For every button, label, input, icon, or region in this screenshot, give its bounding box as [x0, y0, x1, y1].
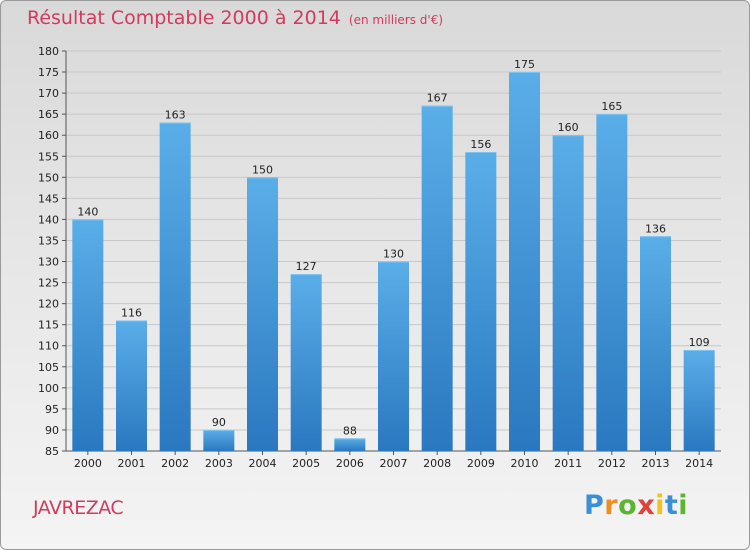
logo-letter: i	[678, 490, 689, 521]
x-tick-label: 2000	[74, 457, 102, 470]
y-tick-label: 130	[38, 256, 59, 269]
bar	[683, 349, 715, 451]
bar	[596, 114, 628, 451]
bar	[465, 152, 497, 452]
data-label: 156	[470, 138, 491, 151]
y-tick-label: 160	[38, 129, 59, 142]
logo-letter: x	[637, 490, 656, 521]
data-label: 90	[212, 416, 226, 429]
x-tick-label: 2001	[118, 457, 146, 470]
y-tick-label: 145	[38, 192, 59, 205]
y-tick-label: 180	[38, 45, 59, 58]
y-tick-label: 170	[38, 87, 59, 100]
logo-letter: P	[584, 490, 605, 521]
y-tick-label: 165	[38, 108, 59, 121]
data-label: 165	[601, 100, 622, 113]
data-label: 167	[427, 92, 448, 105]
commune-name: JAVREZAC	[33, 497, 124, 519]
y-tick-label: 135	[38, 234, 59, 247]
x-tick-label: 2008	[423, 457, 451, 470]
data-label: 136	[645, 222, 666, 235]
data-label: 88	[343, 424, 357, 437]
logo-letter: r	[604, 490, 619, 521]
x-tick-label: 2004	[249, 457, 277, 470]
data-label: 160	[558, 121, 579, 134]
bar	[290, 274, 322, 451]
y-tick-label: 105	[38, 361, 59, 374]
y-tick-label: 95	[45, 403, 59, 416]
data-label: 130	[383, 248, 404, 261]
chart-subtitle: (en milliers d'€)	[348, 13, 444, 27]
bar	[72, 219, 104, 451]
x-tick-label: 2009	[467, 457, 495, 470]
x-tick-label: 2003	[205, 457, 233, 470]
bar	[116, 320, 147, 451]
logo-letter: o	[618, 490, 638, 521]
y-tick-label: 150	[38, 171, 59, 184]
data-label: 175	[514, 58, 535, 71]
x-tick-label: 2013	[642, 457, 670, 470]
bars	[72, 72, 715, 452]
x-tick-label: 2010	[511, 457, 539, 470]
x-tick-label: 2011	[554, 457, 582, 470]
bar	[640, 236, 671, 451]
logo-letter: t	[664, 490, 679, 521]
x-tick-label: 2007	[380, 457, 408, 470]
bar	[421, 105, 453, 451]
y-tick-label: 125	[38, 277, 59, 290]
chart-title: Résultat Comptable 2000 à 2014 (en millie…	[27, 7, 443, 29]
proxiti-logo: Proxiti	[584, 490, 688, 521]
bar	[552, 135, 584, 452]
x-tick-label: 2012	[598, 457, 626, 470]
y-tick-label: 100	[38, 382, 59, 395]
data-labels: 140 116 163 90 150 127 88 130 167 156 175 160 165 136…	[77, 58, 709, 437]
x-tick-label: 2006	[336, 457, 364, 470]
y-tick-label: 155	[38, 150, 59, 163]
data-label: 116	[121, 306, 142, 319]
bar	[378, 261, 409, 451]
data-label: 140	[77, 205, 98, 218]
bar	[159, 122, 191, 451]
y-tick-label: 140	[38, 213, 59, 226]
x-tick-label: 2002	[161, 457, 189, 470]
data-label: 150	[252, 163, 273, 176]
logo-letter: i	[655, 490, 665, 521]
bar	[247, 177, 278, 451]
bar	[509, 72, 540, 451]
data-label: 127	[296, 260, 317, 273]
y-tick-label: 120	[38, 298, 59, 311]
y-tick-label: 175	[38, 66, 59, 79]
y-tick-label: 85	[45, 445, 59, 458]
data-label: 163	[165, 109, 186, 122]
x-tick-label: 2005	[292, 457, 320, 470]
bar	[334, 438, 366, 451]
y-tick-label: 90	[45, 424, 59, 437]
x-tick-label: 2014	[685, 457, 713, 470]
title-text: Résultat Comptable 2000 à 2014	[27, 7, 341, 29]
data-label: 109	[689, 336, 710, 349]
bar	[203, 429, 235, 451]
y-tick-label: 110	[38, 340, 59, 353]
y-tick-label: 115	[38, 319, 59, 332]
